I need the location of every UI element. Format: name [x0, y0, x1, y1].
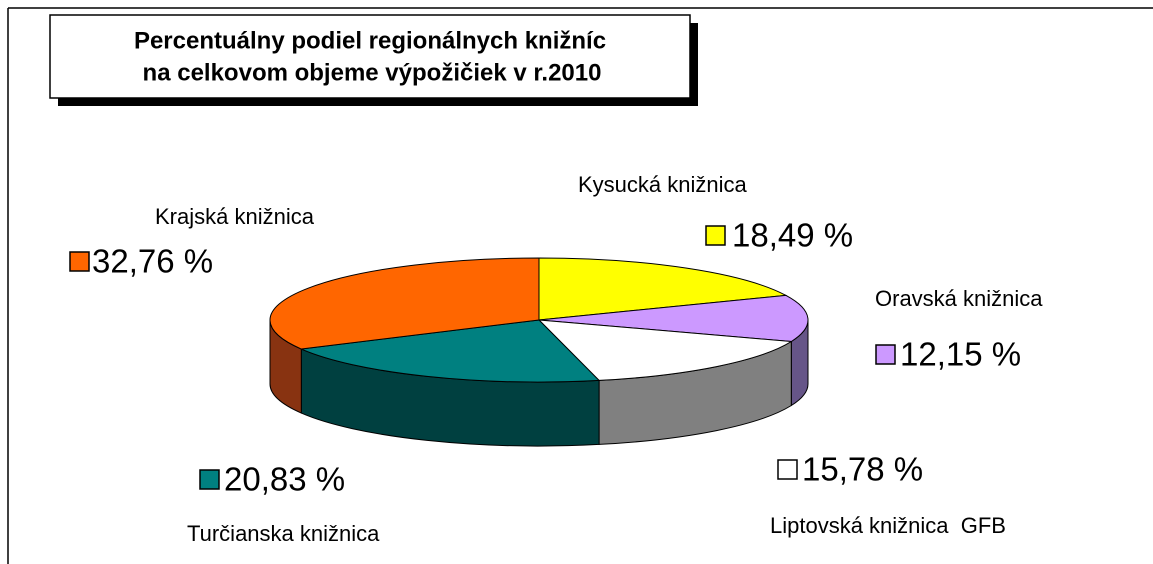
value-label: 12,15 % — [900, 336, 1021, 373]
category-label: Turčianska knižnica — [187, 521, 380, 546]
value-label: 15,78 % — [802, 451, 923, 488]
slice — [538, 257, 788, 321]
legend-swatch — [199, 469, 220, 490]
legend-swatch — [875, 344, 896, 365]
slice — [538, 294, 809, 343]
category-label: Kysucká knižnica — [578, 172, 748, 197]
legend-swatch — [777, 459, 798, 480]
slice — [299, 319, 601, 383]
category-label: Liptovská knižnica GFB — [770, 513, 1006, 538]
value-label: 20,83 % — [224, 461, 345, 498]
legend-swatch — [705, 225, 726, 246]
chart-title: Percentuálny podiel regionálnych knižníc — [134, 27, 606, 54]
legend-swatch — [69, 251, 90, 272]
title-box — [49, 14, 691, 99]
category-label: Krajská knižnica — [155, 204, 315, 229]
category-label: Oravská knižnica — [875, 286, 1043, 311]
value-label: 32,76 % — [92, 243, 213, 280]
labels: Kysucká knižnica 18,49 % Oravská knižnica 1… — [69, 172, 1043, 546]
pie-tops — [269, 257, 809, 383]
slice — [269, 257, 540, 350]
value-label: 18,49 % — [732, 217, 853, 254]
chart-title: na celkovom objeme výpožičiek v r.2010 — [143, 59, 602, 86]
slice — [537, 319, 793, 381]
pie-sides — [269, 319, 809, 447]
